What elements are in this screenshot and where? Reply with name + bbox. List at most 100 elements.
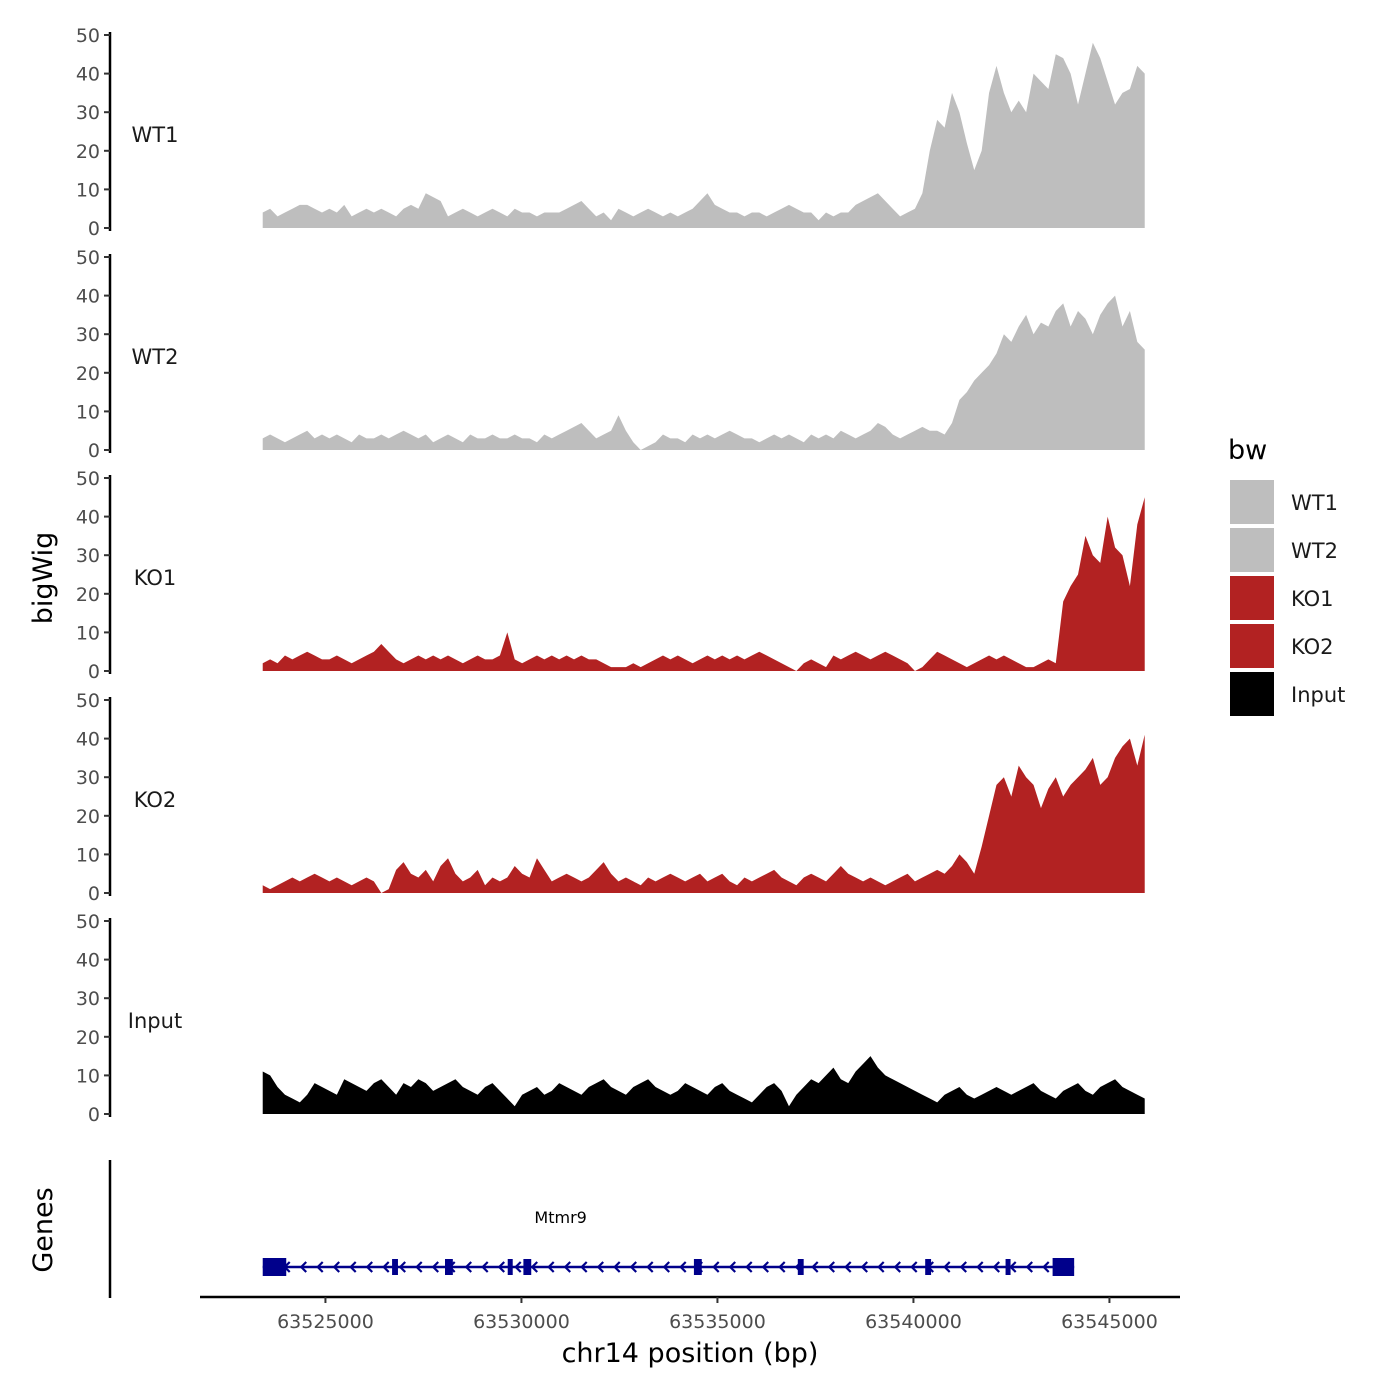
strand-arrow bbox=[481, 1261, 489, 1273]
y-tick-label: 30 bbox=[76, 545, 100, 567]
coverage-area-wt1 bbox=[262, 42, 1145, 228]
x-tick-label: 63525000 bbox=[277, 1311, 374, 1333]
legend-key-ko2 bbox=[1230, 624, 1274, 668]
strand-arrow bbox=[398, 1261, 406, 1273]
strand-arrow bbox=[860, 1261, 868, 1273]
y-tick-label: 20 bbox=[76, 584, 100, 606]
strand-arrow bbox=[530, 1261, 538, 1273]
y-axis-title: bigWig bbox=[28, 532, 59, 625]
y-tick-label: 20 bbox=[76, 141, 100, 163]
strand-arrow bbox=[827, 1261, 835, 1273]
strand-arrow bbox=[497, 1261, 505, 1273]
legend-title: bw bbox=[1228, 435, 1267, 466]
legend-key-wt1 bbox=[1230, 480, 1274, 524]
legend-label-input: Input bbox=[1291, 683, 1345, 707]
strand-arrow bbox=[365, 1261, 373, 1273]
track-ko2: 0 10 20 30 40 50 KO2 bbox=[76, 690, 1145, 905]
y-tick-label: 40 bbox=[76, 950, 100, 972]
exon bbox=[1052, 1258, 1075, 1276]
track-wt1: 0 10 20 30 40 50 WT1 bbox=[76, 25, 1145, 240]
exon bbox=[1005, 1259, 1011, 1275]
strand-arrow bbox=[1009, 1261, 1017, 1273]
exon bbox=[445, 1259, 453, 1275]
strand-arrow bbox=[662, 1261, 670, 1273]
legend-key-input bbox=[1230, 672, 1274, 716]
exon bbox=[507, 1259, 513, 1275]
y-tick-label: 50 bbox=[76, 468, 100, 490]
x-tick-label: 63530000 bbox=[473, 1311, 570, 1333]
y-tick-label: 50 bbox=[76, 247, 100, 269]
exon bbox=[797, 1259, 804, 1275]
y-tick-label: 0 bbox=[88, 661, 100, 683]
y-tick-label: 0 bbox=[88, 1104, 100, 1126]
y-tick-label: 30 bbox=[76, 102, 100, 124]
y-tick-label: 30 bbox=[76, 767, 100, 789]
strand-arrow bbox=[382, 1261, 390, 1273]
track-ko1: 0 10 20 30 40 50 KO1 bbox=[76, 468, 1145, 683]
strand-arrow bbox=[679, 1261, 687, 1273]
strand-arrow bbox=[728, 1261, 736, 1273]
track-label-ko2: KO2 bbox=[134, 788, 177, 812]
y-tick-label: 40 bbox=[76, 64, 100, 86]
exon bbox=[262, 1258, 287, 1276]
strand-arrow bbox=[596, 1261, 604, 1273]
track-label-ko1: KO1 bbox=[134, 566, 177, 590]
strand-arrow bbox=[646, 1261, 654, 1273]
track-input: 0 10 20 30 40 50 Input bbox=[76, 911, 1145, 1126]
coverage-tracks: 0 10 20 30 40 50 WT1 0 10 20 30 40 50 WT2 0 10 20 30 40 50 K… bbox=[76, 25, 1145, 1126]
y-tick-label: 50 bbox=[76, 911, 100, 933]
strand-arrow bbox=[745, 1261, 753, 1273]
legend-label-ko1: KO1 bbox=[1291, 587, 1334, 611]
strand-arrow bbox=[893, 1261, 901, 1273]
strand-arrow bbox=[613, 1261, 621, 1273]
legend-key-ko1 bbox=[1230, 576, 1274, 620]
y-tick-label: 0 bbox=[88, 440, 100, 462]
track-label-wt1: WT1 bbox=[132, 123, 179, 147]
gene-label: Mtmr9 bbox=[534, 1208, 586, 1227]
strand-arrow bbox=[976, 1261, 984, 1273]
x-tick-label: 63535000 bbox=[669, 1311, 766, 1333]
coverage-area-ko2 bbox=[262, 734, 1145, 893]
genes-track: Mtmr9 bbox=[108, 1160, 1075, 1298]
strand-arrow bbox=[415, 1261, 423, 1273]
strand-arrow bbox=[349, 1261, 357, 1273]
strand-arrow bbox=[514, 1261, 522, 1273]
strand-arrow bbox=[844, 1261, 852, 1273]
y-tick-label: 20 bbox=[76, 363, 100, 385]
y-tick-label: 10 bbox=[76, 844, 100, 866]
x-tick-label: 63545000 bbox=[1061, 1311, 1158, 1333]
strand-arrow bbox=[910, 1261, 918, 1273]
coverage-area-ko1 bbox=[262, 497, 1145, 671]
strand-arrow bbox=[712, 1261, 720, 1273]
strand-arrow bbox=[992, 1261, 1000, 1273]
x-axis-title: chr14 position (bp) bbox=[562, 1338, 819, 1369]
track-label-input: Input bbox=[128, 1009, 182, 1033]
strand-arrow bbox=[1042, 1261, 1050, 1273]
exon bbox=[693, 1259, 702, 1275]
y-tick-label: 10 bbox=[76, 1065, 100, 1087]
exon bbox=[925, 1259, 932, 1275]
strand-arrow bbox=[761, 1261, 769, 1273]
strand-arrow bbox=[580, 1261, 588, 1273]
genes-axis-title: Genes bbox=[28, 1187, 59, 1272]
y-tick-label: 20 bbox=[76, 1027, 100, 1049]
strand-arrow bbox=[547, 1261, 555, 1273]
strand-arrow bbox=[464, 1261, 472, 1273]
track-label-wt2: WT2 bbox=[132, 345, 179, 369]
coverage-area-wt2 bbox=[262, 295, 1145, 450]
y-tick-label: 20 bbox=[76, 806, 100, 828]
y-tick-label: 50 bbox=[76, 25, 100, 47]
legend-label-wt1: WT1 bbox=[1291, 491, 1338, 515]
legend-label-wt2: WT2 bbox=[1291, 539, 1338, 563]
y-tick-label: 40 bbox=[76, 729, 100, 751]
strand-arrow bbox=[299, 1261, 307, 1273]
y-tick-label: 10 bbox=[76, 401, 100, 423]
coverage-area-input bbox=[262, 1056, 1145, 1114]
x-tick-label: 63540000 bbox=[865, 1311, 962, 1333]
strand-arrow bbox=[316, 1261, 324, 1273]
exon bbox=[523, 1259, 532, 1275]
strand-arrow bbox=[332, 1261, 340, 1273]
y-tick-label: 10 bbox=[76, 622, 100, 644]
y-tick-label: 40 bbox=[76, 286, 100, 308]
